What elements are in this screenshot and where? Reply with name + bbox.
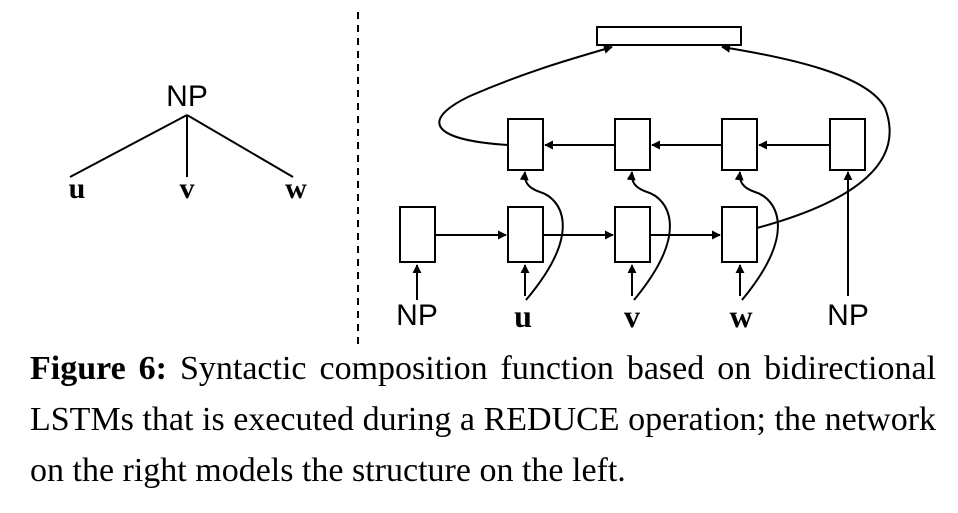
input-arrow-to-backward-cell [519,171,564,301]
tree-leaf-w: w [285,172,307,205]
input-label-v: v [624,298,640,334]
forward-lstm-cell [614,206,651,263]
input-label-u: u [514,298,532,334]
input-label-np-close: NP [827,299,869,332]
input-arrow-to-backward-cell [626,171,671,301]
forward-lstm-cell [399,206,436,263]
backward-lstm-cell [614,118,651,171]
input-label-w: w [729,298,752,334]
backward-lstm-cell [721,118,758,171]
tree-root-label: NP [166,80,208,113]
input-arrow-to-backward-cell [734,171,779,301]
syntax-tree: NP u v w [69,80,308,205]
bilstm-network: NP u v w NP [396,26,891,334]
figure-caption: Figure 6: Syntactic composition function… [30,343,936,496]
figure-label: Figure 6: [30,350,167,387]
caption-text-before: Syntactic composition function based on … [30,350,937,438]
tree-edge-u [69,114,188,178]
input-label-np-open: NP [396,299,438,332]
caption-operation: REDUCE [483,401,620,438]
backward-lstm-cell [829,118,866,171]
forward-final-to-output-arrow [721,43,891,229]
tree-leaf-v: v [180,172,195,205]
composition-diagram: NP u v w [69,12,891,345]
forward-lstm-cell [721,206,758,263]
backward-final-to-output-arrow [438,44,613,146]
forward-lstm-cell [507,206,544,263]
composed-output-vector [596,26,742,46]
tree-edge-w [186,114,294,178]
tree-leaf-u: u [69,172,86,205]
backward-lstm-cell [507,118,544,171]
caption-text-after: operation; the network on the right mode… [30,401,937,489]
